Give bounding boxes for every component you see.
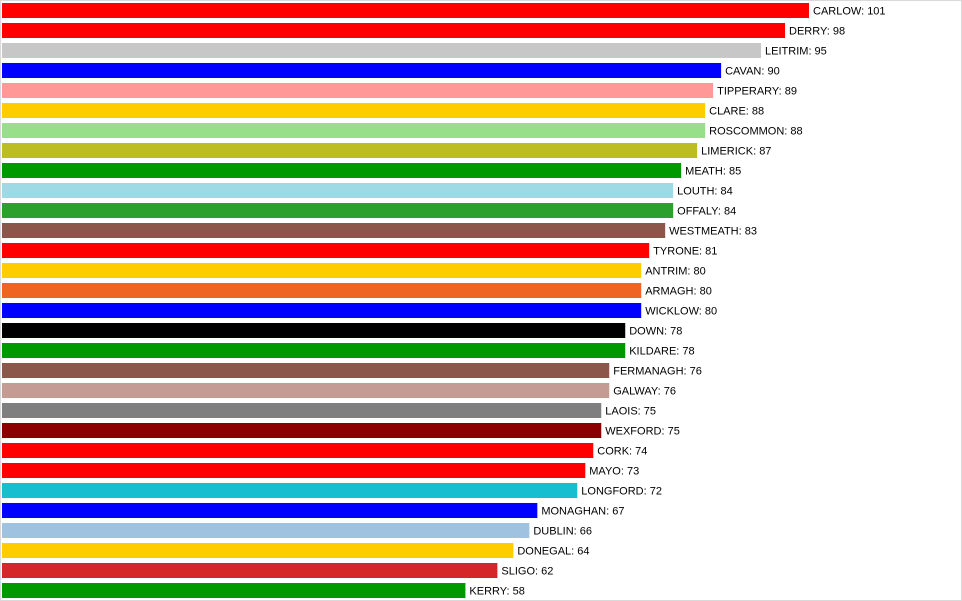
bar-carlow [2,3,809,18]
bar-label-monaghan: MONAGHAN: 67 [541,506,624,518]
bar-label-tyrone: TYRONE: 81 [653,246,717,258]
bar-monaghan [2,503,538,518]
bar-label-cavan: CAVAN: 90 [725,66,780,78]
bar-sligo [2,563,498,578]
bar-kildare [2,343,626,358]
bar-label-derry: DERRY: 98 [789,26,845,38]
bar-cavan [2,63,722,78]
bar-label-leitrim: LEITRIM: 95 [765,46,827,58]
bar-label-fermanagh: FERMANAGH: 76 [613,366,702,378]
bar-label-louth: LOUTH: 84 [677,186,733,198]
bar-label-carlow: CARLOW: 101 [813,6,886,18]
bar-donegal [2,543,514,558]
bar-label-westmeath: WESTMEATH: 83 [669,226,757,238]
bar-leitrim [2,43,762,58]
bar-dublin [2,523,530,538]
bar-label-limerick: LIMERICK: 87 [701,146,771,158]
bar-label-cork: CORK: 74 [597,446,647,458]
bar-down [2,323,626,338]
bar-mayo [2,463,586,478]
bar-louth [2,183,674,198]
bar-label-antrim: ANTRIM: 80 [645,266,706,278]
bar-galway [2,383,610,398]
bar-label-laois: LAOIS: 75 [605,406,656,418]
bar-wexford [2,423,602,438]
bar-tipperary [2,83,714,98]
bar-wicklow [2,303,642,318]
bar-kerry [2,583,466,598]
bar-label-longford: LONGFORD: 72 [581,486,662,498]
bar-westmeath [2,223,666,238]
bar-label-down: DOWN: 78 [629,326,682,338]
bar-longford [2,483,578,498]
bar-roscommon [2,123,706,138]
bar-label-kildare: KILDARE: 78 [629,346,694,358]
bar-label-armagh: ARMAGH: 80 [645,286,712,298]
bar-label-clare: CLARE: 88 [709,106,764,118]
bar-fermanagh [2,363,610,378]
bar-derry [2,23,786,38]
bar-offaly [2,203,674,218]
bar-label-donegal: DONEGAL: 64 [517,546,589,558]
bar-cork [2,443,594,458]
bar-limerick [2,143,698,158]
bar-label-sligo: SLIGO: 62 [501,566,553,578]
bar-laois [2,403,602,418]
bar-clare [2,103,706,118]
bar-label-offaly: OFFALY: 84 [677,206,736,218]
bar-tyrone [2,243,650,258]
bar-antrim [2,263,642,278]
bar-label-dublin: DUBLIN: 66 [533,526,592,538]
bar-armagh [2,283,642,298]
bar-label-wexford: WEXFORD: 75 [605,426,680,438]
bar-label-meath: MEATH: 85 [685,166,741,178]
bar-label-wicklow: WICKLOW: 80 [645,306,717,318]
bar-label-mayo: MAYO: 73 [589,466,639,478]
bar-label-kerry: KERRY: 58 [469,586,524,598]
bar-label-tipperary: TIPPERARY: 89 [717,86,797,98]
bar-label-roscommon: ROSCOMMON: 88 [709,126,803,138]
bar-meath [2,163,682,178]
bar-label-galway: GALWAY: 76 [613,386,676,398]
